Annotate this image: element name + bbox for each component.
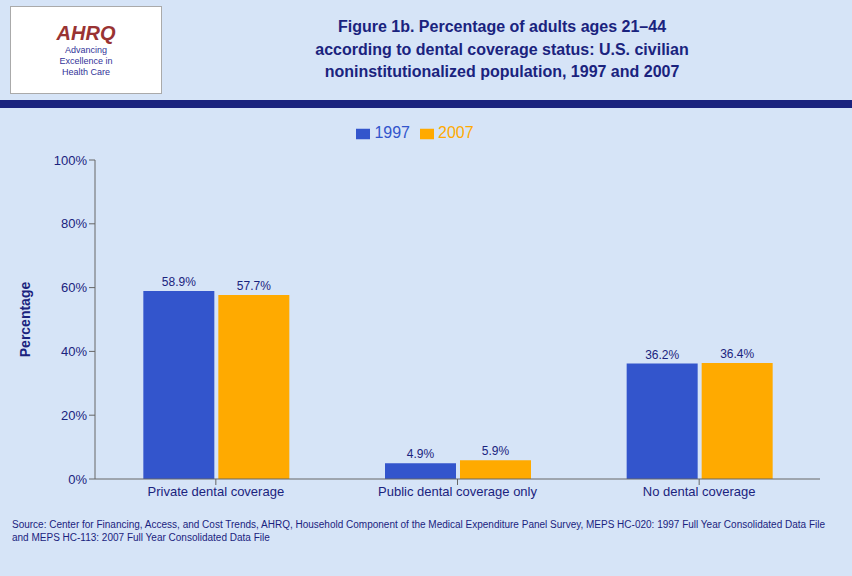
svg-text:60%: 60%: [61, 280, 87, 295]
svg-text:0%: 0%: [68, 472, 87, 487]
svg-text:Public dental coverage only: Public dental coverage only: [378, 484, 537, 499]
html-text:Source: Center for Financing,: Source: Center for Financing, Access, an…: [12, 519, 825, 543]
html-text:1997: 1997: [374, 124, 410, 141]
html-text:noninstitutionalized populatio: noninstitutionalized population, 1997 an…: [324, 63, 680, 81]
svg-text:20%: 20%: [61, 408, 87, 423]
html-text:according to dental coverage s: according to dental coverage status: U.S…: [315, 40, 689, 58]
svg-text:Percentage: Percentage: [17, 282, 33, 358]
svg-text:57.7%: 57.7%: [237, 279, 271, 293]
svg-text:58.9%: 58.9%: [162, 275, 196, 289]
svg-text:5.9%: 5.9%: [482, 444, 510, 458]
svg-text:4.9%: 4.9%: [407, 447, 435, 461]
html-text:2007: 2007: [438, 124, 474, 141]
svg-text:36.2%: 36.2%: [645, 348, 679, 362]
html-text:AHRQ: AHRQ: [56, 22, 116, 45]
svg-text:No dental coverage: No dental coverage: [643, 484, 756, 499]
svg-text:80%: 80%: [61, 216, 87, 231]
html-text:Excellence in: Excellence in: [59, 56, 113, 67]
html-text:Advancing: Advancing: [65, 45, 107, 56]
svg-text:Private dental coverage: Private dental coverage: [148, 484, 285, 499]
svg-text:40%: 40%: [61, 344, 87, 359]
svg-text:100%: 100%: [54, 153, 88, 168]
svg-text:36.4%: 36.4%: [720, 347, 754, 361]
html-text:Health Care: Health Care: [62, 66, 110, 77]
html-text:Figure 1b. Percentage of adult: Figure 1b. Percentage of adults ages 21–…: [337, 18, 667, 36]
